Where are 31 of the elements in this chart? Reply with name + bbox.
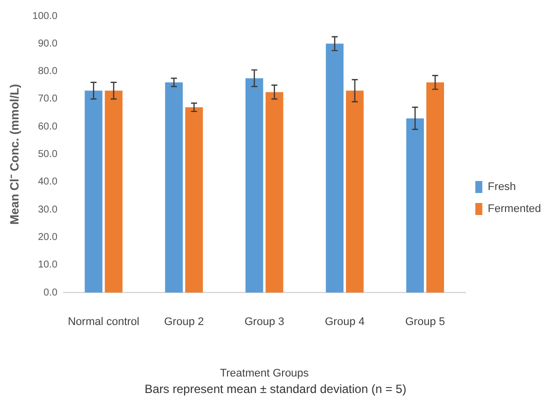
bar xyxy=(84,90,102,293)
x-axis-title: Treatment Groups xyxy=(220,367,310,380)
text: Bars represent mean ± standard deviation (n = 5) xyxy=(144,382,408,396)
legend-label: Fresh xyxy=(488,181,516,194)
y-tick-label: 0.0 xyxy=(44,287,58,298)
y-tick-label: 40.0 xyxy=(38,176,58,188)
y-tick-label: 10.0 xyxy=(38,260,58,271)
y-tick-label: 20.0 xyxy=(38,232,58,244)
y-tick-label: 70.0 xyxy=(38,94,58,105)
y-tick-label: 30.0 xyxy=(38,204,58,216)
y-tick-label: 100.0 xyxy=(32,10,58,22)
y-tick-label: 80.0 xyxy=(38,66,58,78)
bar xyxy=(426,82,444,293)
bar xyxy=(185,107,203,293)
y-tick-label: 50.0 xyxy=(38,149,58,160)
legend-label: Fermented xyxy=(488,203,542,216)
bar xyxy=(104,90,122,293)
y-tick-label: 60.0 xyxy=(38,121,58,132)
bar xyxy=(326,44,344,293)
bar xyxy=(245,78,264,293)
x-tick-label: Group 4 xyxy=(324,316,365,328)
x-tick-label: Group 5 xyxy=(405,316,445,328)
y-axis-title: Mean Cl⁻ Conc. (mmol/L) xyxy=(8,84,22,225)
x-tick-label: Group 2 xyxy=(164,316,204,328)
y-tick-label: 90.0 xyxy=(38,38,58,50)
bar xyxy=(266,92,284,293)
bar xyxy=(406,118,424,293)
bar xyxy=(165,82,183,293)
bar xyxy=(346,90,364,293)
x-tick-label: Group 3 xyxy=(244,316,284,328)
x-tick-label: Normal control xyxy=(68,316,140,328)
